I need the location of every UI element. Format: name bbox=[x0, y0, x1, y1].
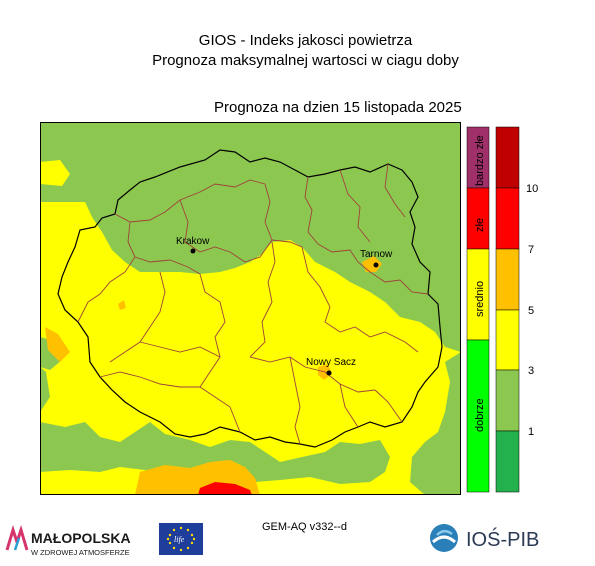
county-boundaries bbox=[77, 163, 429, 445]
legend-band-3 bbox=[495, 248, 520, 311]
legend-cat-label-zle: złe bbox=[474, 218, 486, 232]
legend-tick-10: 10 bbox=[526, 183, 538, 195]
legend-band-6 bbox=[495, 430, 520, 493]
malopolska-logo: MAŁOPOLSKA W ZDROWEJ ATMOSFERZE bbox=[5, 525, 131, 557]
legend-band-1 bbox=[495, 126, 520, 189]
legend-tick-3: 3 bbox=[528, 365, 534, 377]
legend-cat-zle bbox=[466, 187, 490, 250]
zone-orange-tarnow bbox=[362, 256, 382, 272]
legend-tick-7: 7 bbox=[528, 244, 534, 256]
legend-tick-5: 5 bbox=[528, 305, 534, 317]
legend-cat-srednio bbox=[466, 248, 490, 341]
eu-life-text: life bbox=[174, 535, 185, 544]
city-krakow: Krakow bbox=[176, 236, 210, 254]
zone-green-south bbox=[40, 422, 390, 484]
eu-life-logo: life bbox=[159, 523, 203, 555]
zone-yellow-west bbox=[40, 202, 92, 252]
zone-red-south bbox=[198, 482, 252, 495]
legend-cat-label-bardzo-zle: bardzo złe bbox=[474, 135, 486, 186]
zone-yellow-nw bbox=[40, 160, 70, 186]
legend-cat-label-srednio: srednio bbox=[474, 281, 486, 317]
malopolska-name: MAŁOPOLSKA bbox=[31, 530, 131, 546]
legend-cat-label-dobrze: dobrze bbox=[474, 398, 486, 432]
city-label-krakow: Krakow bbox=[176, 236, 210, 247]
zone-green-east bbox=[410, 352, 461, 495]
zone-orange-west bbox=[45, 327, 70, 362]
legend-cat-dobrze bbox=[466, 339, 490, 493]
forecast-map: Krakow Tarnow Nowy Sacz bbox=[40, 122, 461, 495]
city-tarnow: Tarnow bbox=[360, 249, 393, 268]
legend-band-2 bbox=[495, 187, 520, 250]
city-label-tarnow: Tarnow bbox=[360, 249, 393, 260]
legend-tick-1: 1 bbox=[528, 426, 534, 438]
legend-band-4 bbox=[495, 309, 520, 371]
map-title: GIOS - Indeks jakosci powietrza bbox=[198, 32, 413, 49]
province-boundary bbox=[57, 149, 443, 448]
model-label: GEM-AQ v332--d bbox=[262, 521, 347, 533]
city-label-nowy-sacz: Nowy Sacz bbox=[306, 357, 356, 368]
zone-green-north bbox=[40, 122, 461, 352]
legend-band-5 bbox=[495, 369, 520, 432]
ios-pib-logo: IOŚ-PIB bbox=[430, 524, 539, 552]
zone-orange-small-1 bbox=[118, 300, 126, 310]
map-frame bbox=[40, 122, 461, 495]
malopolska-tagline: W ZDROWEJ ATMOSFERZE bbox=[31, 548, 130, 557]
legend-cat-bardzo-zle bbox=[466, 126, 490, 189]
zone-green-left-strip bbox=[40, 367, 50, 412]
city-nowy-sacz: Nowy Sacz bbox=[306, 357, 356, 376]
map-subtitle: Prognoza maksymalnej wartosci w ciagu do… bbox=[152, 52, 459, 69]
legend-category-bar: bardzo złe złe srednio dobrze bbox=[466, 126, 490, 493]
legend-scale-bar: 10 7 5 3 1 bbox=[495, 126, 538, 493]
ios-pib-name: IOŚ-PIB bbox=[466, 527, 539, 551]
forecast-date: Prognoza na dzien 15 listopada 2025 bbox=[214, 99, 462, 116]
